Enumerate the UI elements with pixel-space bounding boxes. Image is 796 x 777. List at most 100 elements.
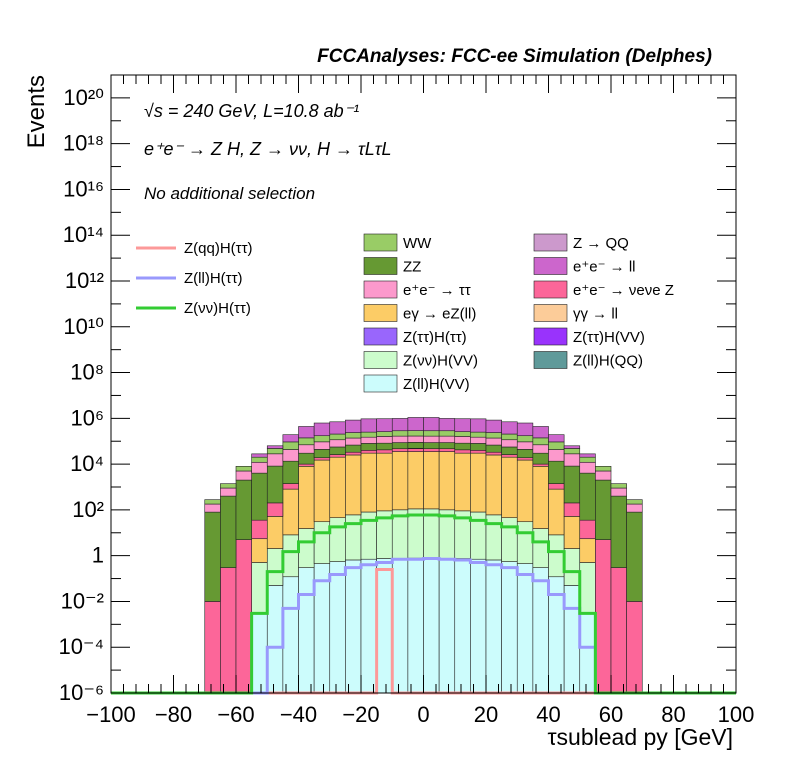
y-tick-label: 10¹⁶ <box>63 176 104 201</box>
bar <box>549 535 565 577</box>
bar <box>564 516 580 548</box>
bar <box>220 496 236 568</box>
bar <box>580 462 596 473</box>
bar <box>549 461 565 483</box>
bar <box>455 432 471 437</box>
bar <box>408 442 424 448</box>
bar <box>455 450 471 453</box>
bar <box>267 466 283 503</box>
bar <box>549 442 565 450</box>
bar <box>595 466 611 471</box>
x-tick-label: −80 <box>155 702 192 727</box>
bar <box>314 460 330 522</box>
bar <box>439 559 455 693</box>
bar <box>314 423 330 436</box>
legend-swatch <box>364 234 397 251</box>
legend-label: ZZ <box>403 259 421 276</box>
bar <box>455 443 471 450</box>
bar <box>345 445 361 452</box>
bar <box>502 457 518 518</box>
bar <box>424 558 440 693</box>
bar <box>595 480 611 540</box>
legend-swatch <box>534 258 567 275</box>
bar <box>205 601 221 693</box>
bar <box>361 437 377 443</box>
bar <box>549 489 565 535</box>
bar <box>236 480 252 540</box>
y-tick-label: 10⁴ <box>70 451 104 476</box>
bar <box>345 452 361 455</box>
bar <box>330 518 346 562</box>
y-tick-label: 10¹⁸ <box>63 131 104 156</box>
legend-swatch <box>364 328 397 345</box>
bar <box>517 460 533 522</box>
legend-signal-label: Z(νν)H(ττ) <box>184 300 251 317</box>
bar <box>377 443 393 450</box>
y-tick-label: 1 <box>92 543 104 568</box>
bar <box>377 419 393 432</box>
bar <box>205 512 221 601</box>
bar <box>299 426 315 437</box>
y-axis-label: Events <box>23 75 50 148</box>
legend-swatch <box>364 375 397 392</box>
legend-swatch <box>534 352 567 369</box>
bar <box>533 445 549 453</box>
bar <box>611 488 627 496</box>
bar <box>502 422 518 434</box>
x-tick-label: 20 <box>474 702 498 727</box>
bar <box>267 446 283 449</box>
bar <box>252 520 268 539</box>
energy-annotation: √s = 240 GeV, L=10.8 ab⁻¹ <box>144 101 359 121</box>
bar <box>595 471 611 480</box>
bar <box>267 516 283 548</box>
bar <box>533 464 549 466</box>
selection-annotation: No additional selection <box>144 184 315 203</box>
bar <box>267 454 283 466</box>
bar <box>283 442 299 450</box>
bar <box>392 436 408 442</box>
bar <box>314 442 330 450</box>
bar <box>533 568 549 693</box>
legend-swatch <box>534 234 567 251</box>
bar <box>502 434 518 440</box>
bar <box>439 436 455 442</box>
bar <box>611 568 627 693</box>
bar <box>283 535 299 577</box>
bar <box>549 435 565 442</box>
bar <box>299 464 315 466</box>
bar <box>252 462 268 473</box>
bar <box>439 431 455 436</box>
bar <box>533 438 549 445</box>
legend-label: γγ → ll <box>573 306 618 323</box>
bar <box>564 549 580 586</box>
legend-swatch <box>364 258 397 275</box>
bar <box>220 488 236 496</box>
bar <box>299 453 315 464</box>
bar <box>408 452 424 509</box>
bar <box>424 452 440 509</box>
bar <box>283 450 299 462</box>
bar <box>345 560 361 693</box>
bar <box>205 500 221 504</box>
bar <box>517 522 533 564</box>
bar <box>267 503 283 516</box>
y-tick-label: 10¹² <box>65 268 104 293</box>
bar <box>252 539 268 563</box>
bar <box>361 443 377 450</box>
bar <box>330 422 346 434</box>
bar <box>486 455 502 515</box>
bar <box>377 436 393 443</box>
bar <box>439 452 455 510</box>
legend-label: Z → QQ <box>573 235 629 252</box>
bar <box>424 431 440 436</box>
bar <box>502 447 518 455</box>
legend-label: Z(ll)H(QQ) <box>573 353 643 370</box>
bar <box>517 564 533 693</box>
bar <box>627 500 643 504</box>
bar <box>330 457 346 518</box>
bar <box>236 466 252 471</box>
bar <box>408 431 424 436</box>
bar <box>580 563 596 614</box>
bar <box>470 437 486 443</box>
bar <box>377 453 393 511</box>
